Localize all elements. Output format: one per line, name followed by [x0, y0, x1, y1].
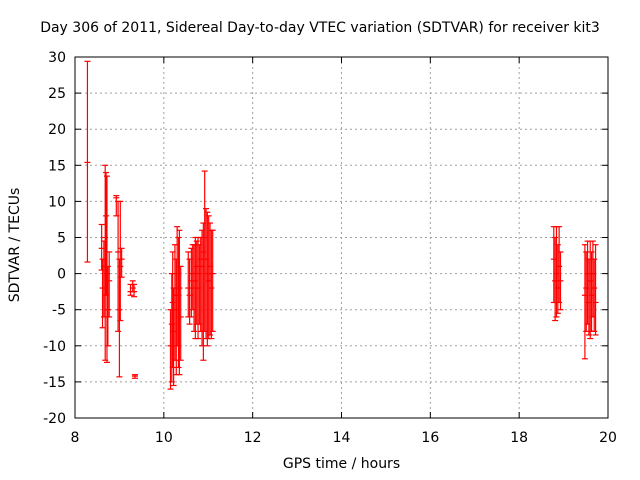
y-tick-label: -5	[52, 303, 66, 319]
data-point	[583, 251, 590, 332]
data-point	[557, 251, 564, 311]
data-point	[106, 251, 113, 318]
data-point	[585, 258, 592, 336]
data-point	[209, 229, 216, 332]
x-axis-label: GPS time / hours	[282, 456, 401, 472]
grid	[75, 57, 608, 418]
y-tick-label: 25	[48, 86, 66, 102]
data-point	[204, 211, 211, 347]
data-point	[103, 171, 110, 296]
data-point	[131, 374, 138, 379]
y-tick-label: 30	[48, 50, 66, 66]
data-point	[201, 170, 208, 332]
data-point	[185, 251, 192, 318]
x-tick-label: 20	[599, 430, 617, 446]
chart-title: Day 306 of 2011, Sidereal Day-to-day VTE…	[40, 20, 600, 36]
x-tick-label: 18	[510, 430, 528, 446]
x-tick-label: 16	[421, 430, 439, 446]
x-tick-label: 10	[155, 430, 173, 446]
data-point	[170, 287, 177, 387]
data-point	[113, 195, 120, 217]
data-point	[556, 226, 563, 304]
y-tick-label: -15	[43, 375, 66, 391]
data-point	[104, 265, 111, 347]
y-tick-label: -20	[43, 411, 66, 427]
y-tick-label: 20	[48, 122, 66, 138]
y-tick-label: 0	[57, 267, 66, 283]
data-point	[167, 309, 174, 390]
data-point	[554, 244, 561, 314]
data-point	[199, 229, 206, 347]
x-tick-label: 14	[333, 430, 351, 446]
data-point	[589, 240, 596, 318]
x-tick-label: 12	[244, 430, 262, 446]
data-point	[591, 258, 598, 332]
data-point	[581, 244, 588, 360]
y-tick-label: 5	[57, 231, 66, 247]
y-tick-label: 15	[48, 158, 66, 174]
data-point	[117, 200, 124, 322]
axes: 8 10 12 14 16 18 20 -20 -15 -10 -5 0 5 10 15 20 25 30	[43, 50, 617, 446]
data-point	[208, 229, 215, 340]
data-point	[196, 244, 203, 325]
data-point	[552, 236, 559, 322]
data-point	[84, 60, 91, 263]
data-point	[131, 283, 138, 298]
y-tick-label: 10	[48, 194, 66, 210]
data-series	[84, 60, 599, 390]
data-point	[99, 258, 106, 329]
data-point	[177, 265, 184, 361]
x-tick-label: 8	[71, 430, 80, 446]
data-point	[200, 222, 207, 361]
data-point	[176, 229, 183, 376]
data-point	[207, 222, 214, 336]
data-point	[592, 244, 599, 336]
data-point	[193, 240, 200, 325]
y-tick-label: -10	[43, 339, 66, 355]
data-point	[188, 247, 195, 318]
data-point	[118, 247, 125, 278]
